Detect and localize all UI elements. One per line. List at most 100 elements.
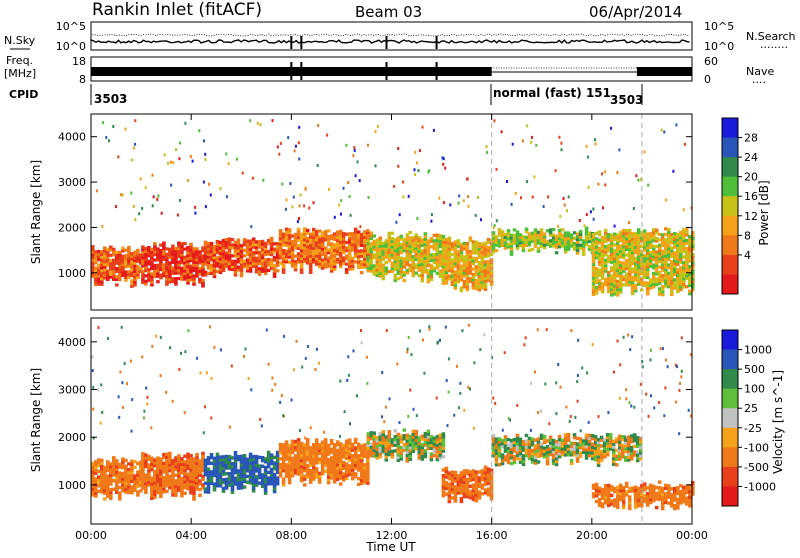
heatmap-cell xyxy=(201,452,205,455)
heatmap-cell xyxy=(481,273,485,276)
heatmap-cell xyxy=(236,158,238,161)
heatmap-cell xyxy=(298,217,300,220)
heatmap-cell xyxy=(531,136,533,139)
colorbar-swatch xyxy=(722,177,738,197)
heatmap-cell xyxy=(338,204,340,207)
heatmap-cell xyxy=(622,500,626,503)
heatmap-cell xyxy=(112,125,114,128)
heatmap-cell xyxy=(566,209,568,212)
heatmap-cell xyxy=(621,435,625,438)
heatmap-cell xyxy=(105,136,107,139)
heatmap-cell xyxy=(618,148,620,151)
heatmap-cell xyxy=(502,429,504,432)
heatmap-cell xyxy=(352,154,354,157)
heatmap-cell xyxy=(525,228,529,231)
heatmap-cell xyxy=(421,457,425,460)
heatmap-cell xyxy=(96,189,98,192)
heatmap-cell xyxy=(400,455,404,458)
heatmap-cell xyxy=(180,267,184,270)
heatmap-cell xyxy=(343,187,345,190)
heatmap-cell xyxy=(317,164,319,167)
heatmap-cell xyxy=(172,161,174,164)
freq-traces xyxy=(91,62,692,80)
heatmap-cell xyxy=(187,179,189,182)
noise-left-tick-top: 10^5 xyxy=(56,20,86,33)
heatmap-cell xyxy=(467,205,469,208)
heatmap-cell xyxy=(279,401,281,404)
heatmap-cell xyxy=(354,438,358,441)
heatmap-cell xyxy=(567,439,571,442)
heatmap-cell xyxy=(306,438,310,441)
heatmap-cell xyxy=(601,502,605,505)
heatmap-cell xyxy=(478,496,482,499)
colorbar-swatch xyxy=(722,255,738,275)
heatmap-cell xyxy=(134,119,136,122)
heatmap-cell xyxy=(395,221,397,224)
heatmap-cell xyxy=(676,506,680,509)
freq-label-line2: [MHz] xyxy=(4,67,36,80)
heatmap-cell xyxy=(643,482,647,485)
heatmap-cell xyxy=(421,249,425,252)
heatmap-cell xyxy=(118,480,122,483)
heatmap-cell xyxy=(543,435,547,438)
heatmap-cell xyxy=(481,484,485,487)
colorbar-swatch xyxy=(722,118,738,138)
heatmap-cell xyxy=(443,201,445,204)
heatmap-cell xyxy=(252,177,254,180)
heatmap-cell xyxy=(109,494,113,497)
heatmap-cell xyxy=(200,372,202,375)
heatmap-cell xyxy=(547,195,549,198)
heatmap-cell xyxy=(428,169,430,172)
heatmap-cell xyxy=(315,467,319,470)
heatmap-cell xyxy=(340,213,342,216)
heatmap-cell xyxy=(298,126,300,129)
heatmap-cell xyxy=(348,438,352,441)
heatmap-cell xyxy=(414,151,416,154)
heatmap-cell xyxy=(680,375,682,378)
heatmap-cell xyxy=(297,228,301,231)
heatmap-cell xyxy=(102,121,104,124)
heatmap-cell xyxy=(628,507,632,510)
heatmap-cell xyxy=(516,230,520,233)
heatmap-cell xyxy=(115,205,117,208)
heatmap-cell xyxy=(683,208,685,211)
heatmap-cell xyxy=(444,167,446,170)
heatmap-cell xyxy=(415,430,419,433)
heatmap-cell xyxy=(201,279,205,282)
heatmap-cell xyxy=(357,160,359,163)
heatmap-cell xyxy=(174,494,178,497)
heatmap-cell xyxy=(557,225,559,228)
heatmap-cell xyxy=(240,486,244,489)
heatmap-cell xyxy=(655,229,659,232)
heatmap-cell xyxy=(293,196,295,199)
heatmap-cell xyxy=(526,180,528,183)
heatmap-cell xyxy=(543,205,545,208)
heatmap-cell xyxy=(570,459,574,462)
heatmap-cell xyxy=(579,233,583,236)
heatmap-cell xyxy=(495,249,499,252)
colorbar-swatch xyxy=(722,138,738,158)
heatmap-cell xyxy=(477,196,479,199)
heatmap-cell xyxy=(195,453,199,456)
heatmap-cell xyxy=(136,249,140,252)
heatmap-cell xyxy=(136,493,140,496)
heatmap-cell xyxy=(576,460,580,463)
colorbar-swatch xyxy=(722,157,738,177)
heatmap-cell xyxy=(180,250,184,253)
heatmap-cell xyxy=(587,156,589,159)
heatmap-cell xyxy=(115,283,119,286)
heatmap-cell xyxy=(349,422,351,425)
heatmap-cell xyxy=(402,195,404,198)
heatmap-cell xyxy=(201,478,205,481)
heatmap-cell xyxy=(388,433,392,436)
heatmap-cell xyxy=(672,170,674,173)
heatmap-cell xyxy=(307,345,309,348)
heatmap-cell xyxy=(394,429,398,432)
heatmap-cell xyxy=(525,434,529,437)
heatmap-cell xyxy=(616,506,620,509)
heatmap-cell xyxy=(359,179,361,182)
heatmap-cell xyxy=(522,460,526,463)
heatmap-cell xyxy=(277,145,279,148)
colorbar-tick-label: 12 xyxy=(744,210,758,223)
heatmap-cell xyxy=(601,488,605,491)
